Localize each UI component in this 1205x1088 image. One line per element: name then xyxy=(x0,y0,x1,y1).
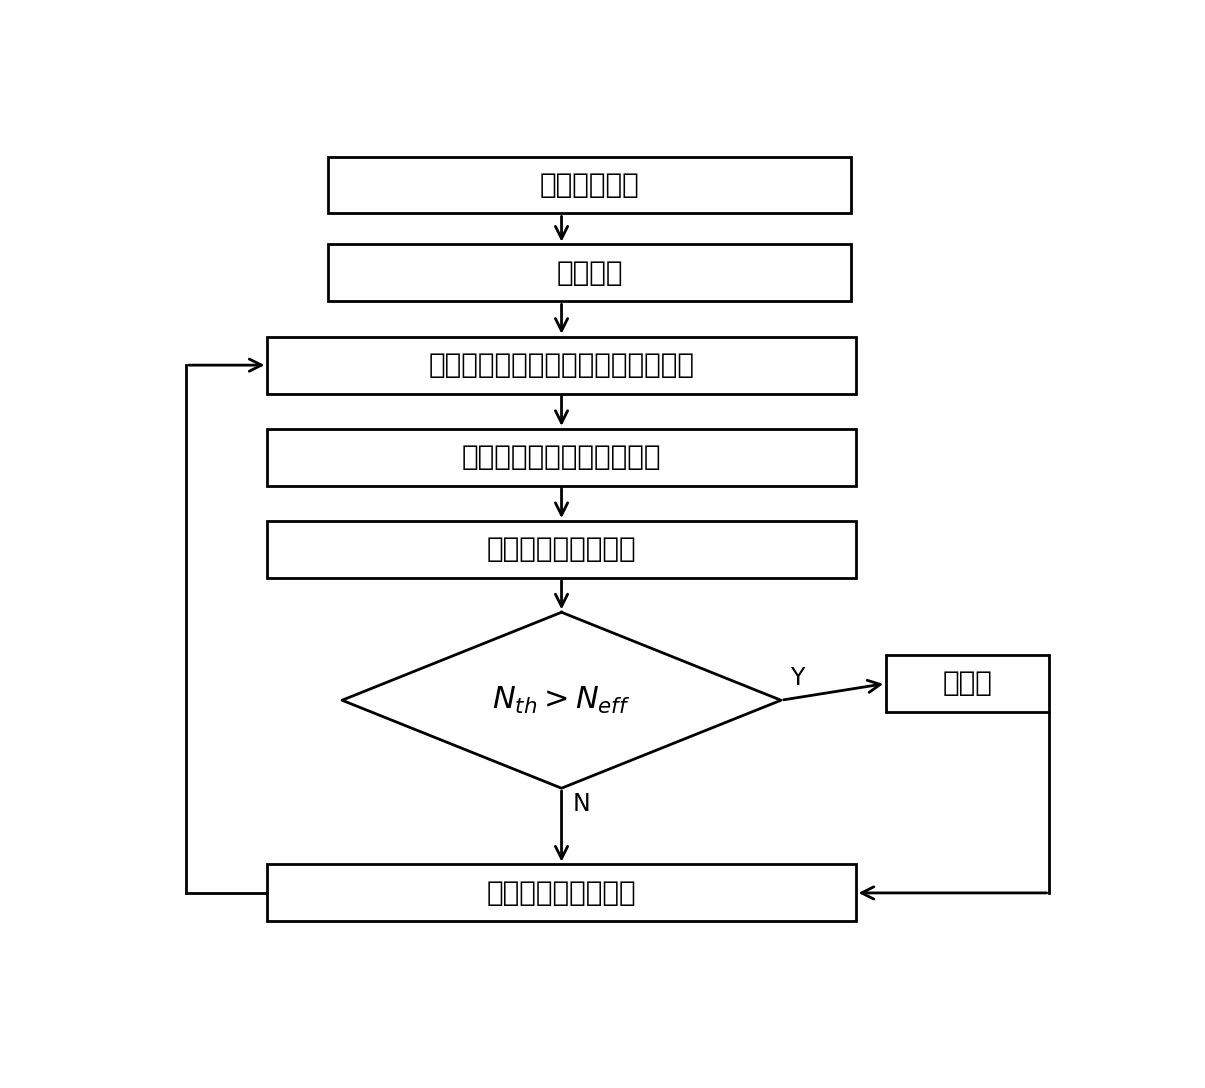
Text: N: N xyxy=(572,792,590,816)
Bar xyxy=(268,336,856,394)
Text: 生成粒子: 生成粒子 xyxy=(557,259,623,287)
Text: 处理下一时刻的数据: 处理下一时刻的数据 xyxy=(487,879,636,907)
Bar xyxy=(268,865,856,922)
Polygon shape xyxy=(342,613,781,788)
Text: Y: Y xyxy=(790,666,805,690)
Text: 重采样: 重采样 xyxy=(942,669,993,697)
Text: 系统模型建立: 系统模型建立 xyxy=(540,171,640,199)
Text: $N_{th} > N_{eff}$: $N_{th} > N_{eff}$ xyxy=(492,684,631,716)
Bar xyxy=(328,157,851,213)
Text: 机器人状态变量估计: 机器人状态变量估计 xyxy=(487,535,636,564)
Bar xyxy=(328,245,851,301)
Bar xyxy=(268,521,856,578)
Text: 根据运动位姿预测方程更新粒子状态: 根据运动位姿预测方程更新粒子状态 xyxy=(429,351,694,379)
Bar xyxy=(886,655,1050,712)
Text: 根据观测方程计算粒子权重: 根据观测方程计算粒子权重 xyxy=(462,443,662,471)
Bar xyxy=(268,429,856,485)
